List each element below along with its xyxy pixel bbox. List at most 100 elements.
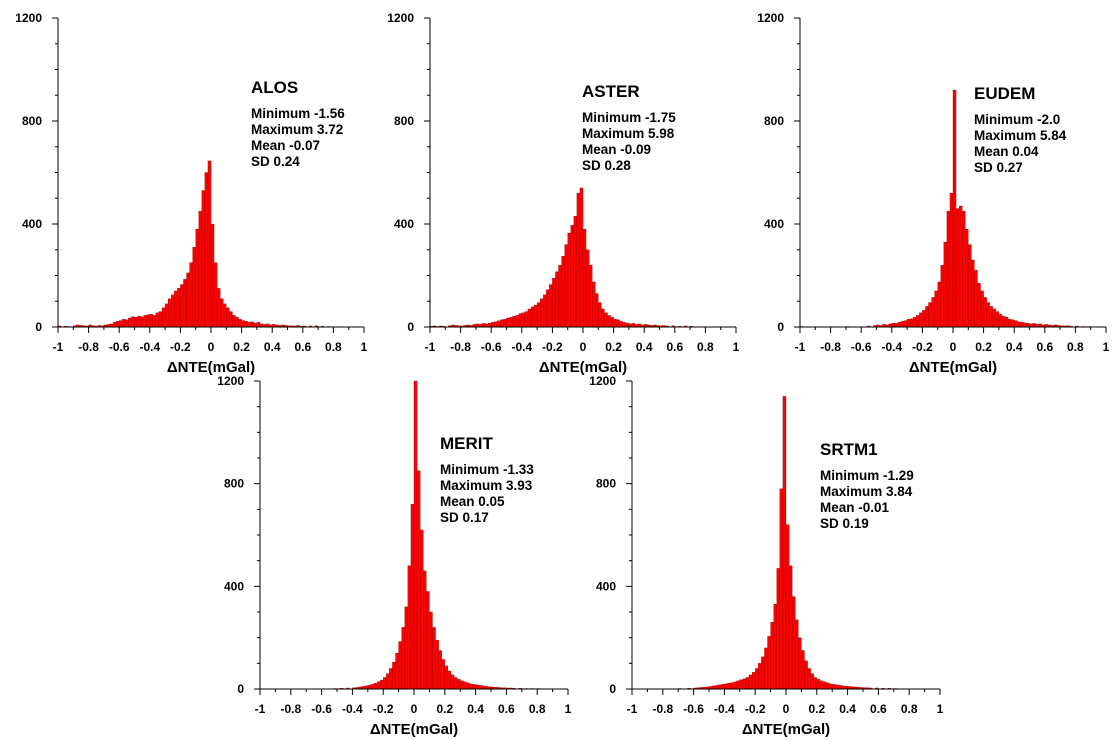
histogram-bar <box>192 247 196 328</box>
stat-line: Maximum 5.84 <box>974 128 1067 143</box>
histogram-bar <box>595 293 599 328</box>
histogram-bar <box>229 311 233 328</box>
stat-line: Maximum 3.84 <box>820 484 913 499</box>
histogram-bar <box>925 306 929 328</box>
histogram-bar <box>198 210 202 328</box>
histogram-bar <box>500 319 504 328</box>
histogram-bar <box>1023 322 1027 328</box>
x-tick-label: -0.6 <box>311 702 332 716</box>
histogram-bar <box>727 683 731 690</box>
histogram-bar <box>370 684 375 690</box>
x-tick-label: 1 <box>361 340 368 354</box>
histogram-bar <box>900 321 905 328</box>
histogram-bar <box>576 192 581 328</box>
histogram-bar <box>977 283 981 328</box>
histogram-bar <box>582 228 587 328</box>
histogram-bar <box>487 322 492 328</box>
x-tick-label: 0.8 <box>529 702 546 716</box>
histogram-bar <box>604 312 608 328</box>
histogram-bar <box>906 319 911 328</box>
histogram-bar <box>607 315 611 328</box>
histogram-bar <box>588 265 593 328</box>
histogram-bar <box>822 681 827 690</box>
histogram-bar <box>404 606 408 690</box>
histogram-bar <box>125 319 129 328</box>
histogram-bar <box>149 313 154 328</box>
histogram-bar <box>995 311 1000 328</box>
histogram-bar <box>971 259 975 328</box>
histogram-bar <box>724 683 728 690</box>
y-tick-label: 800 <box>764 114 784 128</box>
y-tick-label: 1200 <box>757 11 784 25</box>
x-tick-label: 0.8 <box>1067 340 1084 354</box>
histogram-bar <box>613 319 617 328</box>
histogram-bar <box>392 661 396 690</box>
histogram-bar <box>549 284 553 328</box>
histogram-bar <box>407 565 412 690</box>
x-tick-label: -0.2 <box>542 340 563 354</box>
x-tick-label: -0.4 <box>881 340 902 354</box>
histogram-bar <box>1001 316 1006 328</box>
x-tick-label: 0.2 <box>605 340 622 354</box>
histogram-bar <box>916 315 920 328</box>
histogram-bar <box>423 570 427 690</box>
histogram-bar <box>792 596 796 690</box>
histogram-bar <box>491 322 495 328</box>
histogram-bar <box>807 668 811 690</box>
stat-line: Maximum 3.93 <box>440 478 533 493</box>
histogram-bar <box>475 684 479 690</box>
histogram-bar <box>450 674 455 690</box>
y-tick-label: 400 <box>764 217 784 231</box>
x-axis-title: ΔNTE(mGal) <box>167 359 255 376</box>
histogram-bar <box>622 322 626 328</box>
histogram-bar <box>1020 322 1024 328</box>
histogram-bar <box>585 249 590 328</box>
histogram-bar <box>558 265 562 328</box>
x-axis-title: ΔNTE(mGal) <box>370 721 458 738</box>
histogram-bar <box>186 272 190 328</box>
histogram-bar <box>530 306 535 328</box>
histogram-bar <box>383 677 387 690</box>
histogram-bar <box>798 637 802 690</box>
x-tick-label: 0.4 <box>636 340 653 354</box>
histogram-bar <box>509 317 513 328</box>
histogram-bar <box>444 665 449 690</box>
histogram-bar <box>413 380 418 690</box>
x-tick-label: 0.4 <box>839 702 856 716</box>
histogram-bar <box>782 396 787 690</box>
histogram-bar <box>164 303 169 328</box>
histogram-bar <box>825 682 830 690</box>
histogram-bar <box>174 290 178 328</box>
x-tick-label: -0.4 <box>342 702 363 716</box>
x-tick-label: 0 <box>411 702 418 716</box>
histogram-bar <box>119 320 123 328</box>
histogram-bar <box>835 684 839 690</box>
x-tick-label: 0.6 <box>294 340 311 354</box>
histogram-bar <box>715 685 719 690</box>
histogram-bar <box>795 619 799 690</box>
x-tick-label: -0.8 <box>450 340 471 354</box>
y-tick-label: 800 <box>596 477 616 491</box>
x-tick-label: -1 <box>627 702 638 716</box>
y-tick-label: 400 <box>596 579 616 593</box>
histogram-bar <box>928 302 932 328</box>
histogram-bar <box>546 289 550 328</box>
histogram-bar <box>379 679 384 690</box>
histogram-bar <box>755 668 759 690</box>
histogram-bar <box>751 672 756 690</box>
histogram-bar <box>524 311 529 328</box>
y-tick-label: 1200 <box>15 11 42 25</box>
stat-line: Mean -0.07 <box>251 138 320 153</box>
histogram-bar <box>447 670 452 690</box>
panel-title: MERIT <box>440 434 494 453</box>
histogram-bar <box>158 311 163 328</box>
histogram-bar <box>131 316 135 328</box>
histogram-bar <box>515 315 519 328</box>
stat-line: Minimum -2.0 <box>974 112 1060 127</box>
x-axis-title: ΔNTE(mGal) <box>539 359 627 376</box>
histogram-bar <box>1017 321 1021 328</box>
histogram-bar <box>897 322 902 328</box>
histogram-bar <box>441 659 445 690</box>
histogram-bar <box>241 320 245 328</box>
histogram-bar <box>435 640 439 690</box>
